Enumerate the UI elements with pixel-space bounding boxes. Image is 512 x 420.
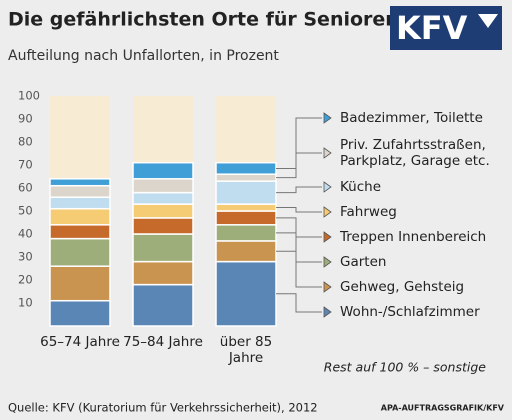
legend-marker	[323, 231, 332, 243]
bar-segment	[132, 283, 194, 327]
leader-line	[276, 152, 322, 179]
legend-marker	[323, 306, 332, 318]
bar-segment	[132, 161, 194, 180]
bar-segment	[132, 233, 194, 263]
leader-line	[276, 207, 322, 213]
y-tick-label: 40	[18, 227, 33, 241]
bar-segment	[132, 260, 194, 286]
bar-segment	[215, 210, 277, 226]
bar-segment	[132, 203, 194, 219]
legend-label: Badezimmer, Toilette	[340, 110, 483, 126]
y-tick-label: 20	[18, 273, 33, 287]
leader-line	[276, 186, 322, 194]
x-tick-label: 65–74 Jahre	[40, 334, 120, 350]
legend-marker	[323, 147, 332, 159]
bar-segment	[215, 173, 277, 182]
y-tick-label: 90	[18, 112, 33, 126]
subtitle: Aufteilung nach Unfallorten, in Prozent	[8, 48, 279, 64]
legend-marker	[323, 112, 332, 124]
bar-segment	[49, 196, 111, 210]
x-tick-label: 75–84 Jahre	[123, 334, 203, 350]
leader-line	[276, 117, 322, 169]
legend-label: Garten	[340, 254, 387, 270]
credit: APA-AUFTRAGSGRAFIK/KFV	[381, 404, 505, 413]
bar-segment	[132, 178, 194, 194]
logo-text: KFV	[396, 9, 468, 47]
legend-marker	[323, 206, 332, 218]
note: Rest auf 100 % – sonstige	[324, 360, 487, 375]
legend-marker	[323, 181, 332, 193]
leader-line	[276, 232, 322, 263]
legend-marker	[323, 256, 332, 268]
bar-segment	[215, 260, 277, 327]
y-tick-label: 100	[18, 89, 40, 103]
leader-line	[276, 250, 322, 288]
bar-segment	[49, 299, 111, 327]
logo-emblem	[478, 14, 498, 28]
bar-segment	[49, 237, 111, 267]
y-tick-label: 50	[18, 204, 33, 218]
legend-label: Treppen Innenbereich	[340, 229, 487, 245]
y-tick-label: 70	[18, 158, 33, 172]
bar-segment	[49, 224, 111, 240]
bar-segment	[49, 184, 111, 198]
chart-title: Die gefährlichsten Orte für Senioren	[8, 9, 399, 31]
legend-label: Küche	[340, 179, 382, 195]
bar-segment	[215, 224, 277, 242]
y-tick-label: 60	[18, 181, 33, 195]
bar-segment	[49, 178, 111, 187]
legend-label: Priv. Zufahrtsstraßen, Parkplatz, Garage…	[340, 137, 490, 169]
legend-label: Fahrweg	[340, 204, 397, 220]
legend-label: Wohn-/Schlafzimmer	[340, 304, 480, 320]
bar-segment	[49, 207, 111, 226]
bar-segment	[132, 191, 194, 205]
x-tick-label: über 85 Jahre	[219, 334, 273, 366]
leader-line	[276, 217, 322, 238]
bar-segment	[215, 240, 277, 263]
y-tick-label: 10	[18, 296, 33, 310]
source: Quelle: KFV (Kuratorium für Verkehrssich…	[8, 401, 318, 415]
bar-segment	[215, 203, 277, 212]
legend-label: Gehweg, Gehsteig	[340, 279, 465, 295]
y-tick-label: 30	[18, 250, 33, 264]
bar-segment	[132, 217, 194, 235]
bar-segment	[215, 161, 277, 175]
logo-box	[390, 6, 502, 50]
legend-marker	[323, 281, 332, 293]
bar-segment	[215, 180, 277, 205]
leader-line	[276, 293, 322, 313]
y-tick-label: 80	[18, 135, 33, 149]
bar-segment	[49, 265, 111, 302]
